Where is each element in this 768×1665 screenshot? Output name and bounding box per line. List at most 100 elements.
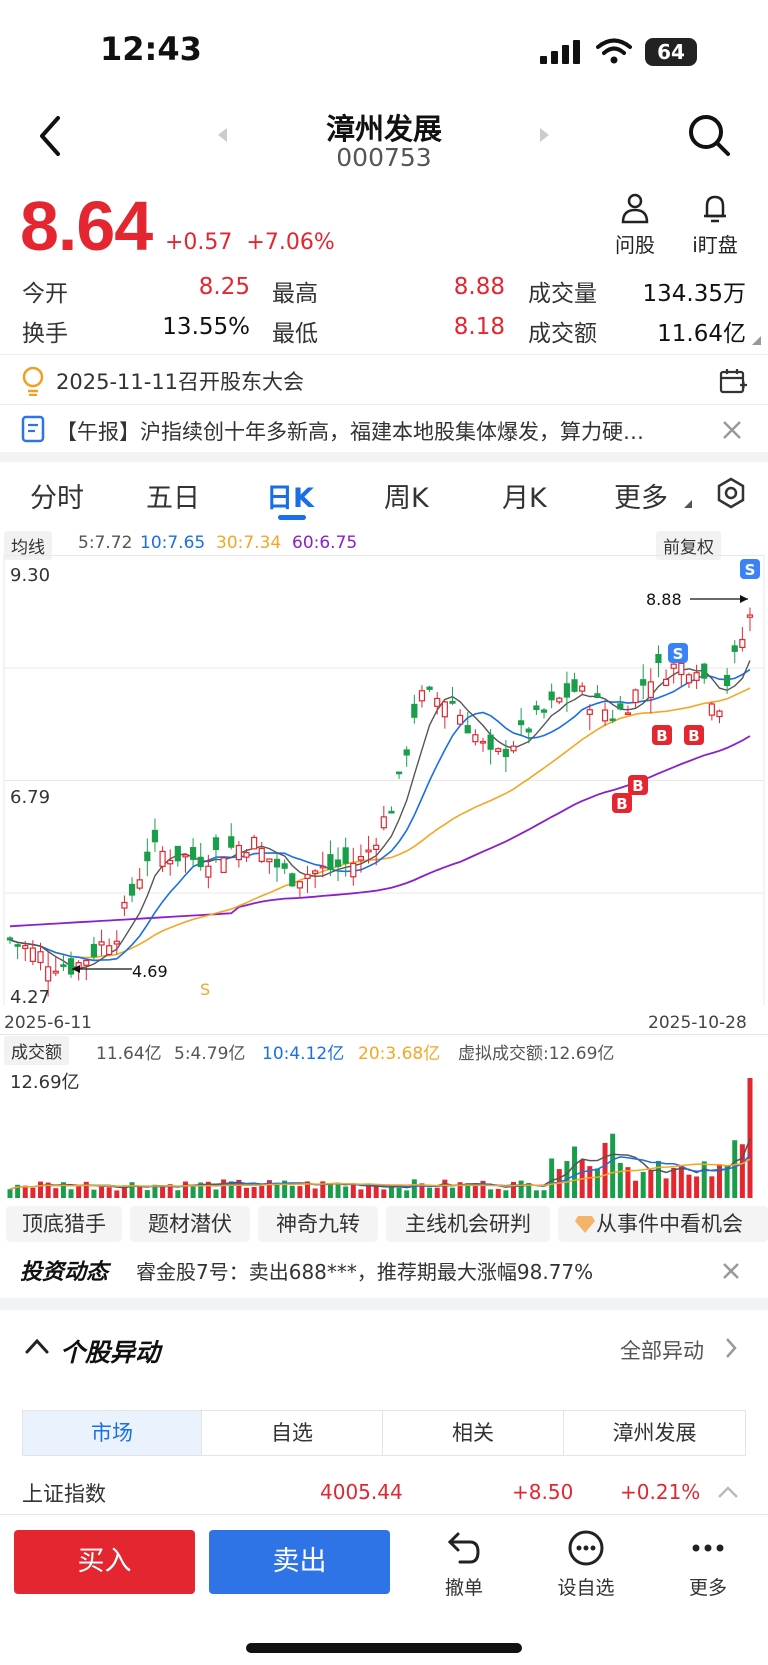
volume-bar — [533, 1190, 539, 1198]
status-time: 12:43 — [100, 30, 202, 68]
high-marker-arrowhead — [740, 595, 748, 603]
news-doc-icon — [21, 415, 45, 443]
tab-day-k[interactable]: 日K — [266, 483, 314, 514]
volume-bar — [38, 1181, 44, 1198]
candle-body — [571, 679, 578, 692]
candle-body — [14, 944, 21, 947]
candle-body — [624, 712, 632, 716]
candle-body — [609, 718, 616, 722]
chevron-up-icon[interactable] — [716, 1484, 740, 1500]
segment-market[interactable]: 市场 — [22, 1410, 202, 1456]
volume-ma-line — [9, 1158, 751, 1190]
segment-watchlist[interactable]: 自选 — [201, 1410, 383, 1456]
candle-body — [327, 854, 334, 870]
ask-stock-button[interactable]: 问股 — [600, 192, 670, 258]
candle-body — [525, 728, 532, 733]
undo-icon — [447, 1532, 480, 1564]
volume-indicator-selector[interactable]: 成交额 — [4, 1036, 69, 1065]
volume-bar — [633, 1180, 639, 1198]
candle-body — [144, 851, 151, 862]
add-watchlist-button[interactable]: 设自选 — [546, 1528, 626, 1600]
candle-body — [228, 836, 235, 848]
volume-bar — [7, 1189, 13, 1198]
segment-related[interactable]: 相关 — [382, 1410, 564, 1456]
all-anomaly-link[interactable]: 全部异动 — [620, 1339, 704, 1363]
candle-body — [289, 873, 296, 887]
buy-button[interactable]: 买入 — [14, 1530, 195, 1594]
feature-magic-nine[interactable]: 神奇九转 — [258, 1206, 378, 1242]
volume-bar — [396, 1187, 402, 1198]
open-value: 8.25 — [198, 274, 250, 300]
meeting-notice[interactable]: 2025-11-11召开股东大会 — [56, 370, 305, 394]
volume-bar — [488, 1189, 494, 1198]
turnover-label: 换手 — [22, 321, 68, 347]
candle-body — [296, 881, 303, 889]
expand-corner-icon[interactable] — [752, 336, 761, 345]
feature-top-bottom-hunter[interactable]: 顶底猎手 — [6, 1206, 122, 1242]
close-invest-icon[interactable] — [720, 1260, 742, 1282]
candle-body — [617, 703, 624, 710]
next-stock-icon[interactable] — [540, 128, 549, 142]
volume-bar — [350, 1183, 356, 1198]
volume-bar — [243, 1187, 249, 1198]
volume-value: 134.35万 — [642, 281, 746, 307]
close-icon[interactable] — [720, 418, 744, 442]
volume-bar — [549, 1158, 555, 1198]
sell-button[interactable]: 卖出 — [209, 1530, 390, 1594]
candle-body — [52, 970, 59, 974]
cancel-order-label: 撤单 — [444, 1577, 483, 1599]
sell-signal-badge — [668, 643, 688, 663]
ma10-value: 10:7.65 — [140, 533, 206, 553]
sell-signal-badge-text: S — [745, 561, 756, 579]
more-actions-button[interactable]: 更多 — [668, 1528, 748, 1600]
search-icon[interactable] — [686, 112, 732, 158]
feature-mainline-analysis[interactable]: 主线机会研判 — [386, 1206, 550, 1242]
candle-body — [159, 850, 166, 867]
volume-bar — [526, 1183, 532, 1198]
tab-week-k[interactable]: 周K — [384, 483, 429, 514]
volume-bar — [213, 1189, 219, 1198]
more-corner-icon — [684, 500, 692, 508]
candle-body — [98, 941, 105, 946]
candle-body — [487, 734, 494, 750]
volume-bar — [91, 1189, 97, 1198]
candle-body — [518, 720, 525, 726]
invest-news-text[interactable]: 睿金股7号：卖出688***，推荐期最大涨幅98.77% — [136, 1260, 594, 1284]
candle-body — [281, 863, 288, 869]
back-icon[interactable] — [34, 112, 68, 160]
volume-current: 11.64亿 — [96, 1044, 162, 1064]
candle-body — [106, 945, 113, 956]
watch-button[interactable]: i盯盘 — [680, 192, 750, 258]
candle-body — [563, 683, 571, 698]
cancel-order-button[interactable]: 撤单 — [424, 1528, 504, 1600]
candle-body — [540, 709, 548, 713]
candle-body — [739, 639, 746, 649]
segment-stock[interactable]: 漳州发展 — [563, 1410, 746, 1456]
news-headline[interactable]: 【午报】沪指续创十年多新高，福建本地股集体爆发，算力硬… — [56, 420, 644, 444]
chevron-right-icon[interactable] — [724, 1336, 738, 1360]
prev-stock-icon[interactable] — [218, 128, 227, 142]
high-marker-label: 8.88 — [646, 590, 682, 609]
volume-bar — [76, 1185, 82, 1198]
volume-bar — [594, 1168, 600, 1198]
feature-theme-lurk[interactable]: 题材潜伏 — [130, 1206, 250, 1242]
candle-body — [594, 693, 601, 699]
feature-event-label: 从事件中看机会 — [596, 1212, 743, 1236]
candle-body — [151, 829, 159, 843]
tab-five-day[interactable]: 五日 — [146, 483, 200, 514]
home-indicator — [246, 1643, 522, 1653]
candle-body — [380, 816, 387, 829]
tab-more[interactable]: 更多 — [614, 483, 668, 514]
calendar-add-icon[interactable] — [718, 366, 748, 396]
collapse-chevron-icon[interactable] — [24, 1336, 50, 1356]
volume-chart[interactable] — [0, 1060, 768, 1200]
candle-body — [60, 964, 67, 968]
tab-intraday[interactable]: 分时 — [30, 483, 84, 514]
tab-month-k[interactable]: 月K — [502, 483, 547, 514]
candle-body — [464, 725, 471, 734]
volume-bar — [617, 1162, 623, 1198]
index-name: 上证指数 — [22, 1482, 106, 1506]
settings-icon[interactable] — [714, 476, 748, 510]
feature-event-opportunity[interactable]: 从事件中看机会 — [558, 1206, 768, 1242]
